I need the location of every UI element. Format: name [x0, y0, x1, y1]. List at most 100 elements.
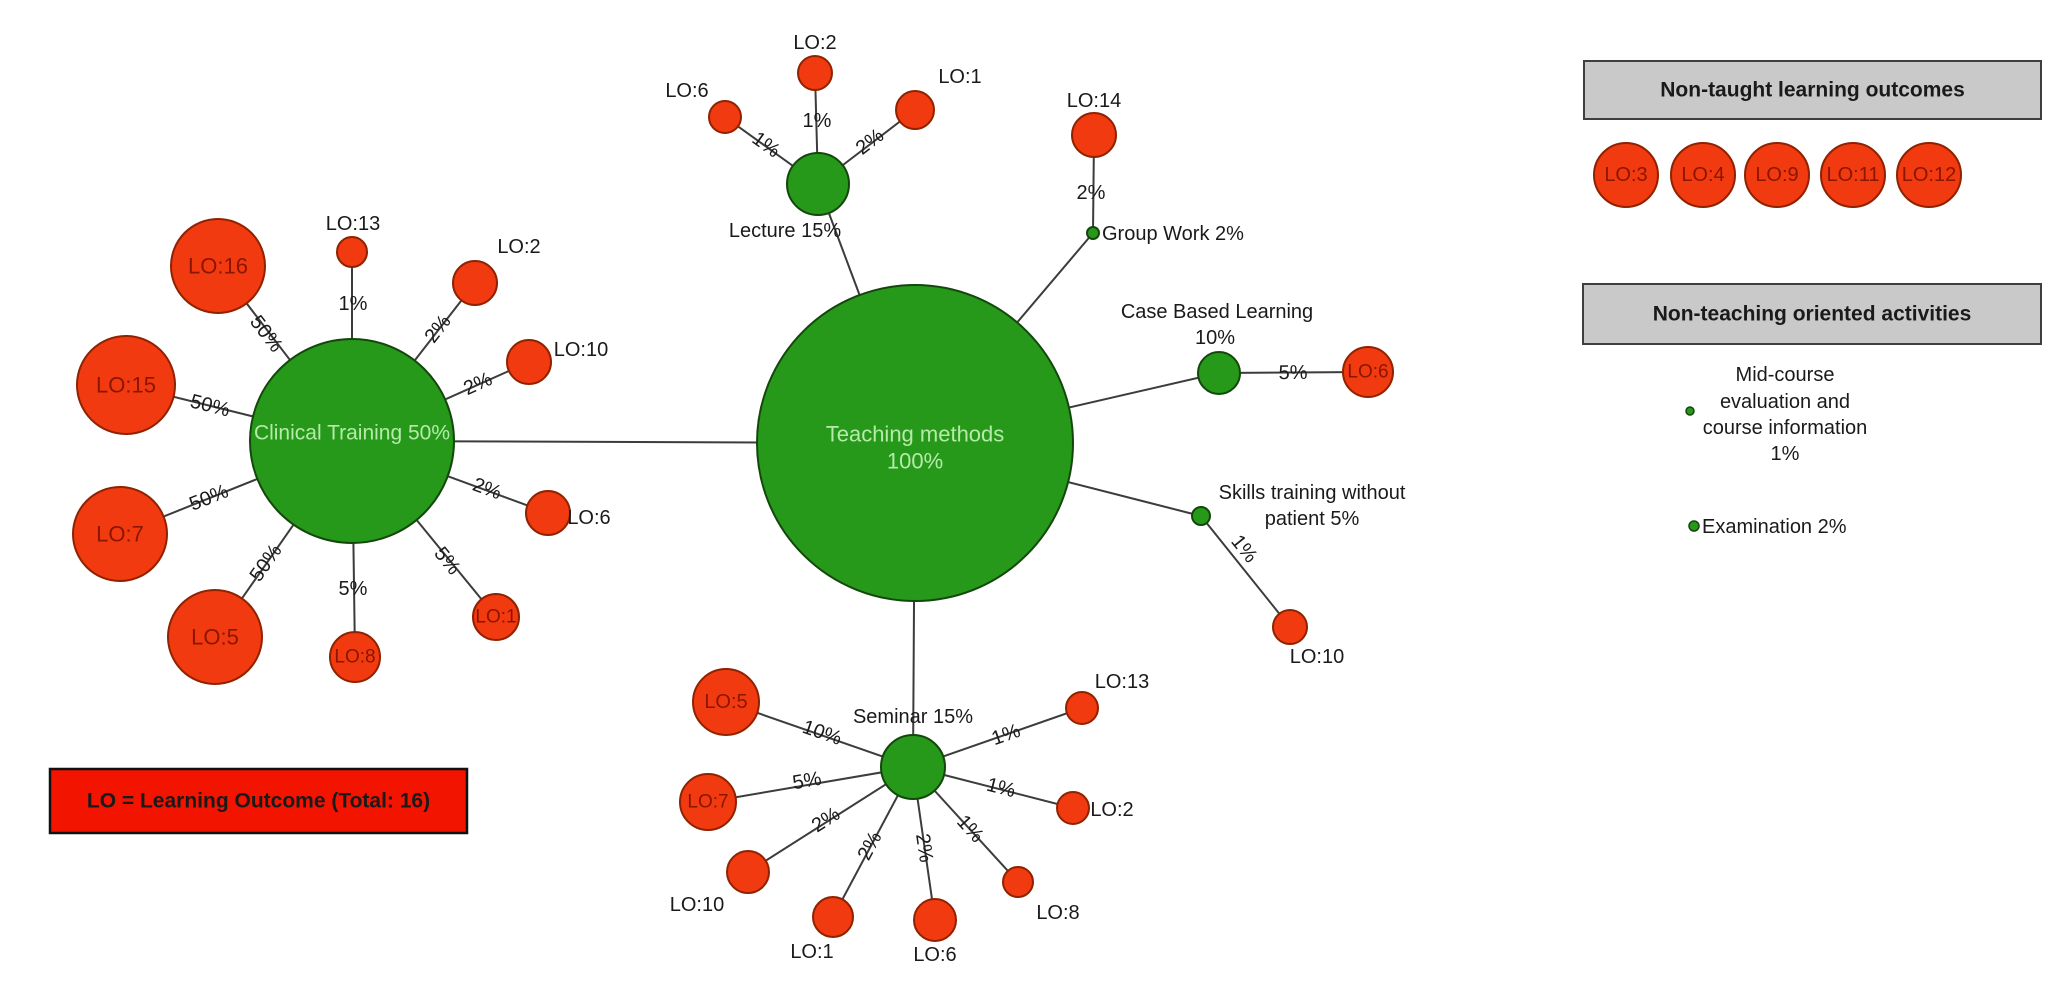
- node-groupwork: [1086, 226, 1100, 240]
- node-label-casebased-0: Case Based Learning: [1121, 301, 1313, 323]
- node-lo4n: [1670, 142, 1736, 208]
- edge-seminar-lo7s: [707, 766, 914, 803]
- edge-label-clinical-lo6c: 2%: [470, 474, 505, 505]
- edge-label-clinical-lo16: 50%: [245, 311, 287, 356]
- node-label-groupwork: Group Work 2%: [1102, 223, 1244, 245]
- node-label-lo1l: LO:1: [938, 66, 981, 88]
- node-label-lo13s: LO:13: [1095, 671, 1149, 693]
- edge-label-groupwork-lo14: 2%: [1077, 182, 1106, 204]
- node-label-casebased-1: 10%: [1195, 327, 1235, 349]
- activity-dot-examination: [1688, 520, 1700, 532]
- edge-label-skills-lo10s: 1%: [1226, 531, 1261, 567]
- node-label-clinical-0: Clinical Training 50%: [254, 422, 450, 445]
- node-label-lo6s: LO:6: [913, 944, 956, 966]
- edge-label-casebased-lo6cb: 5%: [1278, 362, 1307, 384]
- node-lo1c: [472, 593, 520, 641]
- edge-label-seminar-lo1s: 2%: [853, 828, 886, 864]
- node-lo10sem: [726, 850, 770, 894]
- node-label-lo6cb: LO:6: [1347, 362, 1388, 383]
- edge-label-clinical-lo10c: 2%: [460, 368, 496, 400]
- edge-label-clinical-lo15: 50%: [188, 391, 232, 422]
- edge-label-lecture-lo2l: 1%: [803, 110, 832, 132]
- edge-label-clinical-lo5c: 50%: [246, 540, 287, 586]
- node-lo7c: [72, 486, 168, 582]
- node-label-lo3n: LO:3: [1604, 164, 1647, 186]
- activity-label-examination-0: Examination 2%: [1702, 516, 1847, 538]
- node-label-lo7s: LO:7: [687, 792, 728, 813]
- panel-non-teaching-box: [1582, 283, 2042, 345]
- node-label-lo1s: LO:1: [790, 941, 833, 963]
- edge-label-seminar-lo2s: 1%: [984, 774, 1018, 803]
- node-lo13c: [336, 236, 368, 268]
- node-lo8c: [329, 631, 381, 683]
- node-label-lo6c: LO:6: [567, 507, 610, 529]
- node-label-lo14: LO:14: [1067, 90, 1121, 112]
- node-label-lo1c: LO:1: [475, 607, 516, 628]
- node-clinical: [249, 338, 455, 544]
- node-lo6cb: [1342, 346, 1394, 398]
- node-lo8s: [1002, 866, 1034, 898]
- edge-label-clinical-lo8c: 5%: [339, 578, 368, 600]
- node-lo6s: [913, 898, 957, 942]
- node-label-lo6l: LO:6: [665, 80, 708, 102]
- node-label-lo10sem: LO:10: [670, 894, 724, 916]
- node-lo2c: [452, 260, 498, 306]
- node-lo10s: [1272, 609, 1308, 645]
- activity-label-mid-course-1: evaluation and: [1720, 391, 1850, 413]
- node-label-lo11n: LO:11: [1827, 164, 1880, 186]
- node-lo9n: [1744, 142, 1810, 208]
- node-label-seminar: Seminar 15%: [853, 706, 973, 728]
- node-lo12n: [1896, 142, 1962, 208]
- node-label-teaching-1: 100%: [887, 449, 943, 474]
- node-label-teaching-0: Teaching methods: [826, 422, 1005, 447]
- node-label-lo9n: LO:9: [1755, 164, 1798, 186]
- node-skills: [1191, 506, 1211, 526]
- edge-skills-lo10s: [1200, 515, 1291, 628]
- node-lo14: [1071, 112, 1117, 158]
- node-label-lo13c: LO:13: [326, 213, 380, 235]
- node-lo2l: [797, 55, 833, 91]
- node-label-skills-1: patient 5%: [1265, 508, 1360, 530]
- node-lo5s: [692, 668, 760, 736]
- edge-label-seminar-lo10sem: 2%: [808, 803, 844, 837]
- edge-label-seminar-lo7s: 5%: [791, 768, 823, 795]
- node-label-lo15: LO:15: [96, 373, 156, 398]
- activity-label-mid-course-0: Mid-course: [1736, 364, 1835, 386]
- node-label-lecture: Lecture 15%: [729, 220, 842, 242]
- edge-label-seminar-lo13s: 1%: [989, 720, 1024, 750]
- node-lo2s: [1056, 791, 1090, 825]
- node-lo3n: [1593, 142, 1659, 208]
- activity-label-mid-course-3: 1%: [1771, 443, 1800, 465]
- edge-label-seminar-lo5s: 10%: [799, 716, 844, 750]
- node-label-skills-0: Skills training without: [1219, 482, 1406, 504]
- node-label-lo10s: LO:10: [1290, 646, 1344, 668]
- node-lo6l: [708, 100, 742, 134]
- node-seminar: [880, 734, 946, 800]
- edge-label-seminar-lo6s: 2%: [911, 832, 937, 864]
- node-lecture: [786, 152, 850, 216]
- node-lo7s: [679, 773, 737, 831]
- node-lo1l: [895, 90, 935, 130]
- panel-non-teaching-title: Non-teaching oriented activities: [1653, 303, 1972, 326]
- legend-box: [48, 767, 469, 835]
- panel-non-taught-title: Non-taught learning outcomes: [1660, 79, 1965, 102]
- node-lo6c: [525, 490, 571, 536]
- edge-label-clinical-lo13c: 1%: [339, 293, 368, 315]
- node-label-lo5s: LO:5: [704, 691, 747, 713]
- node-lo16: [170, 218, 266, 314]
- node-lo11n: [1820, 142, 1886, 208]
- node-label-lo2l: LO:2: [793, 32, 836, 54]
- node-teaching: [756, 284, 1074, 602]
- node-label-lo7c: LO:7: [96, 522, 144, 547]
- node-casebased: [1197, 351, 1241, 395]
- node-label-lo2c: LO:2: [497, 236, 540, 258]
- edge-label-lecture-lo6l: 1%: [748, 128, 784, 163]
- node-label-lo10c: LO:10: [554, 339, 608, 361]
- node-label-lo5c: LO:5: [191, 625, 239, 650]
- node-label-lo16: LO:16: [188, 254, 248, 279]
- node-label-lo8s: LO:8: [1036, 902, 1079, 924]
- node-lo1s: [812, 896, 854, 938]
- node-label-lo4n: LO:4: [1681, 164, 1724, 186]
- panel-non-taught-box: [1583, 60, 2042, 120]
